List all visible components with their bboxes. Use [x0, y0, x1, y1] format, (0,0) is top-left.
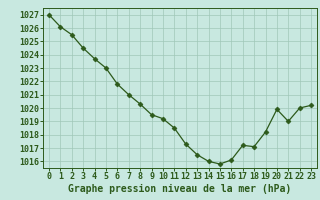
X-axis label: Graphe pression niveau de la mer (hPa): Graphe pression niveau de la mer (hPa) [68, 184, 292, 194]
